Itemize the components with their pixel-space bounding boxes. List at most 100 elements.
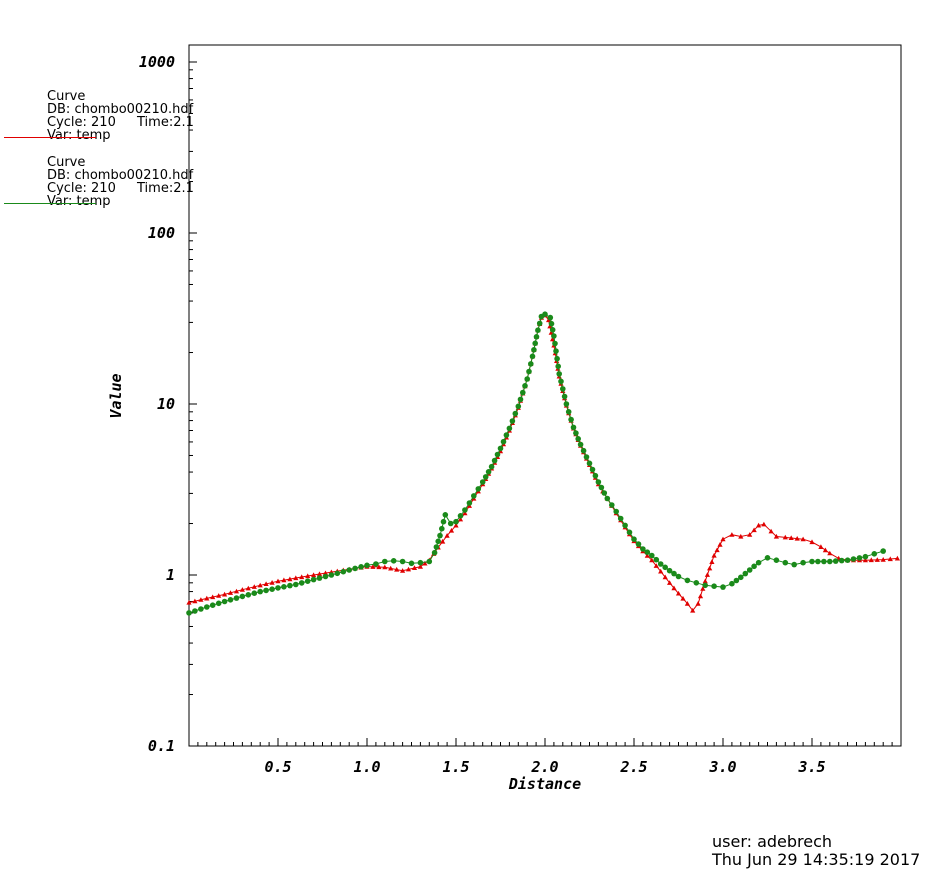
data-point (440, 518, 447, 525)
data-point (515, 403, 522, 410)
data-point (532, 340, 538, 347)
data-point (245, 585, 251, 591)
data-point (580, 447, 587, 454)
data-point (453, 522, 459, 528)
data-point (547, 323, 553, 329)
data-point (186, 610, 192, 616)
data-point (457, 513, 464, 519)
data-point (204, 595, 210, 601)
data-point (488, 463, 495, 470)
data-point (666, 567, 673, 574)
data-point (586, 460, 593, 467)
data-point (222, 591, 228, 597)
data-point (382, 558, 388, 565)
data-point (880, 557, 886, 562)
data-point (209, 602, 216, 608)
data-point (657, 561, 664, 567)
data-point (856, 555, 863, 561)
data-point (667, 580, 673, 585)
data-point (583, 454, 590, 460)
data-point (251, 584, 257, 589)
data-point (263, 587, 269, 594)
legend-2-title: Curve (47, 155, 86, 170)
data-point (671, 570, 677, 577)
x-tick-label: 2.5 (619, 758, 647, 776)
legend-1-db: DB: chombo00210.hdf (47, 102, 194, 117)
data-point (408, 560, 415, 567)
x-tick-label: 1.5 (442, 758, 469, 776)
plot-frame (188, 44, 902, 747)
data-point (304, 578, 311, 584)
data-point (405, 566, 412, 572)
data-point (773, 533, 779, 539)
data-point (509, 418, 516, 424)
data-point (709, 559, 715, 564)
legend-entry-2: Curve DB: chombo00210.hdf Cycle: 210 Tim… (0, 156, 200, 211)
data-point (671, 585, 677, 591)
data-point (482, 474, 489, 480)
data-point (844, 557, 851, 563)
data-point (186, 600, 192, 605)
data-point (561, 393, 568, 400)
user-label: user: adebrech (712, 832, 833, 851)
data-point (675, 573, 682, 580)
data-point (399, 558, 406, 565)
data-point (604, 495, 611, 502)
data-point (675, 590, 682, 596)
data-point (773, 557, 780, 563)
data-point (601, 490, 608, 496)
data-point (293, 581, 299, 588)
data-point (556, 371, 562, 377)
data-point (644, 553, 650, 558)
data-point (547, 314, 554, 321)
data-point (838, 557, 845, 564)
data-point (550, 336, 556, 342)
data-point (227, 590, 234, 595)
data-point (555, 363, 561, 370)
data-point (558, 378, 564, 385)
data-point (227, 597, 234, 603)
data-point (554, 355, 560, 362)
data-point (768, 528, 774, 534)
data-point (322, 573, 329, 580)
data-point (707, 565, 713, 571)
data-point (382, 564, 388, 570)
data-point (570, 424, 577, 431)
data-point (756, 522, 762, 528)
data-point (693, 580, 700, 586)
data-point (437, 532, 443, 539)
data-point (729, 580, 735, 587)
data-point (788, 535, 794, 540)
data-point (818, 544, 824, 549)
data-point (426, 558, 433, 565)
data-point (269, 580, 275, 585)
data-point (475, 486, 482, 492)
data-point (894, 555, 900, 561)
data-point (782, 559, 789, 566)
data-point (281, 577, 287, 583)
data-point (373, 561, 379, 567)
data-point (233, 595, 240, 601)
data-point (702, 578, 708, 584)
x-tick-label: 0.5 (264, 758, 291, 776)
data-point (352, 565, 358, 572)
data-point (862, 557, 868, 563)
data-point (684, 601, 690, 606)
data-point (874, 557, 880, 562)
data-point (711, 583, 717, 589)
data-point (316, 571, 323, 577)
x-tick-label: 3.5 (797, 758, 825, 776)
data-point (364, 562, 370, 569)
data-point (431, 549, 438, 556)
data-point (794, 536, 800, 541)
data-point (653, 563, 659, 568)
series-2 (186, 311, 886, 616)
data-point (868, 557, 874, 563)
data-point (346, 567, 353, 573)
data-point (626, 529, 633, 536)
data-point (649, 557, 655, 563)
data-point (198, 597, 204, 602)
legend-entry-1: Curve DB: chombo00210.hdf Cycle: 210 Tim… (0, 90, 200, 145)
data-point (821, 558, 827, 565)
data-point (311, 572, 317, 578)
